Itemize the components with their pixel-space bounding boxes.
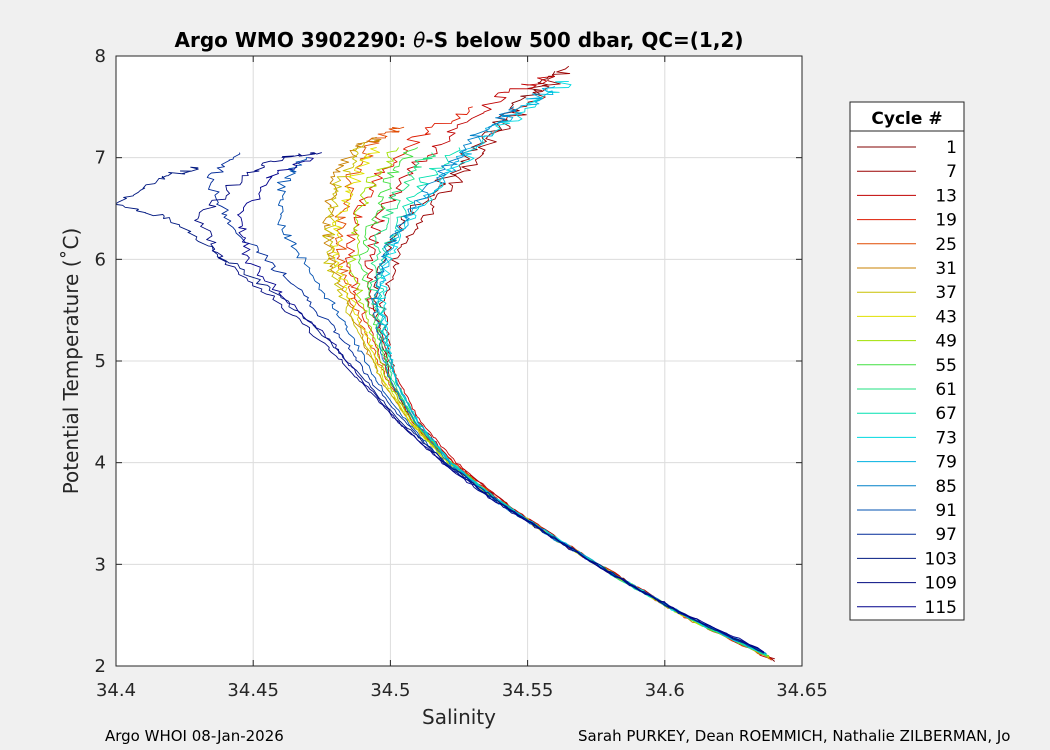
legend-label-cycle-85: 85: [935, 477, 957, 497]
y-tick-label: 8: [95, 46, 106, 67]
y-tick-label: 7: [95, 148, 106, 169]
series-layer: [116, 65, 775, 662]
legend-label-cycle-55: 55: [935, 356, 957, 376]
legend-box: [849, 101, 965, 621]
legend-label-cycle-103: 103: [925, 549, 957, 569]
legend-label-cycle-109: 109: [925, 574, 957, 594]
chart-title-suffix: -S below 500 dbar, QC=(1,2): [425, 28, 743, 52]
x-tick-label: 34.5: [370, 680, 410, 701]
x-tick-label: 34.6: [645, 680, 685, 701]
x-tick-label: 34.4: [96, 680, 136, 701]
series-line-cycle-97: [206, 152, 765, 654]
legend-label-cycle-43: 43: [935, 307, 957, 327]
legend: Cycle # 1 7 13 19 25 31 37 43 49 55 61 67 73 79 85 91 97…: [849, 101, 965, 621]
y-tick-label: 5: [95, 351, 106, 372]
legend-label-cycle-13: 13: [935, 186, 957, 206]
legend-label-cycle-37: 37: [935, 283, 957, 303]
legend-label-cycle-61: 61: [935, 380, 957, 400]
y-tick-label: 4: [95, 453, 106, 474]
x-tick-label: 34.55: [502, 680, 554, 701]
chart-title-prefix: Argo WMO 3902290:: [175, 28, 414, 52]
footer-left-credit: Argo WHOI 08-Jan-2026: [105, 727, 284, 745]
x-tick-label: 34.45: [227, 680, 279, 701]
legend-label-cycle-73: 73: [935, 428, 957, 448]
x-axis-label: Salinity: [422, 705, 496, 729]
footer-right-credit: Sarah PURKEY, Dean ROEMMICH, Nathalie ZI…: [578, 727, 1011, 745]
chart-title: Argo WMO 3902290: θ-S below 500 dbar, QC…: [175, 28, 744, 52]
legend-label-cycle-91: 91: [935, 501, 957, 521]
legend-items: 1 7 13 19 25 31 37 43 49 55 61 67 73 79 85 91 97 103 109 11…: [857, 138, 957, 618]
legend-label-cycle-49: 49: [935, 332, 957, 352]
legend-label-cycle-67: 67: [935, 404, 957, 424]
legend-label-cycle-79: 79: [935, 453, 957, 473]
legend-title: Cycle #: [871, 109, 942, 129]
y-tick-label: 2: [95, 656, 106, 677]
y-axis-label: Potential Temperature (˚C): [59, 228, 83, 495]
legend-label-cycle-97: 97: [935, 525, 957, 545]
y-tick-label: 3: [95, 554, 106, 575]
legend-label-cycle-7: 7: [946, 162, 957, 182]
series-line-cycle-103: [116, 166, 764, 653]
chart-title-theta: θ: [413, 28, 425, 52]
y-tick-label: 6: [95, 249, 106, 270]
legend-label-cycle-1: 1: [946, 138, 957, 158]
legend-label-cycle-31: 31: [935, 259, 957, 279]
legend-label-cycle-19: 19: [935, 211, 957, 231]
series-line-cycle-115: [237, 157, 764, 653]
x-tick-label: 34.65: [776, 680, 828, 701]
axis-ticks: 34.4 34.45 34.5 34.55 34.6 34.65 2 3 4 5 6 7 8: [95, 46, 828, 701]
legend-label-cycle-115: 115: [925, 598, 957, 618]
legend-label-cycle-25: 25: [935, 235, 957, 255]
